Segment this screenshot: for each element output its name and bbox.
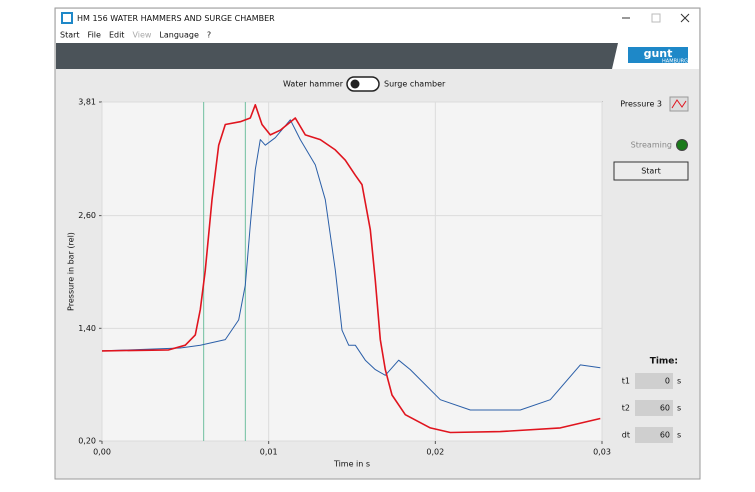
streaming-label: Streaming xyxy=(631,141,672,150)
menu-item[interactable]: File xyxy=(88,31,101,40)
time-row-unit: s xyxy=(677,431,681,440)
logo-box xyxy=(628,47,688,63)
maximize-button[interactable] xyxy=(651,13,661,23)
y-tick-label: 1,40 xyxy=(78,324,96,333)
menu-item[interactable]: View xyxy=(132,31,151,40)
time-field xyxy=(635,373,673,389)
plot-area xyxy=(101,101,603,442)
legend-icon[interactable] xyxy=(669,96,689,112)
menu-item[interactable]: Language xyxy=(159,31,199,40)
menu-item[interactable]: Start xyxy=(60,31,80,40)
y-tick-label: 3,81 xyxy=(78,98,96,107)
toggle-right-label: Surge chamber xyxy=(384,80,446,89)
time-field xyxy=(635,427,673,443)
menu-bar xyxy=(56,29,699,43)
data-line xyxy=(101,104,601,434)
time-row-unit: s xyxy=(677,404,681,413)
time-row-unit: s xyxy=(677,377,681,386)
y-tick-label: 2,60 xyxy=(78,211,96,220)
legend-label: Pressure 3 xyxy=(620,100,662,109)
x-tick-label: 0,00 xyxy=(93,448,111,457)
x-tick-label: 0,01 xyxy=(260,448,278,457)
header-band xyxy=(56,43,699,69)
time-row-label: t1 xyxy=(622,377,630,386)
time-field xyxy=(635,400,673,416)
menu-item[interactable]: Edit xyxy=(109,31,125,40)
start-button[interactable] xyxy=(613,161,689,181)
menu-item[interactable]: ? xyxy=(207,31,211,40)
time-row-label: t2 xyxy=(622,404,630,413)
time-row-label: dt xyxy=(622,431,630,440)
logo-city: HAMBURG xyxy=(662,59,688,65)
legend-glyph xyxy=(671,99,687,109)
close-button[interactable] xyxy=(680,13,690,23)
time-row-value: 60 xyxy=(660,431,670,440)
x-tick-label: 0,03 xyxy=(593,448,611,457)
x-tick-label: 0,02 xyxy=(426,448,444,457)
app-icon xyxy=(61,12,73,24)
start-button-label: Start xyxy=(641,167,661,176)
time-row-value: 60 xyxy=(660,404,670,413)
data-line xyxy=(101,119,601,411)
y-tick-label: 0,20 xyxy=(78,437,96,446)
window-title: HM 156 WATER HAMMERS AND SURGE CHAMBER xyxy=(77,14,275,23)
x-axis-label: Time in s xyxy=(333,460,370,469)
time-row-value: 0 xyxy=(665,377,670,386)
title-bar xyxy=(56,9,699,29)
y-axis-label: Pressure in bar (rel) xyxy=(67,232,76,311)
time-title: Time: xyxy=(650,357,678,367)
logo-name: gunt xyxy=(644,47,673,60)
streaming-indicator xyxy=(676,139,688,151)
toggle-knob xyxy=(350,79,360,89)
toggle-left-label: Water hammer xyxy=(283,80,344,89)
